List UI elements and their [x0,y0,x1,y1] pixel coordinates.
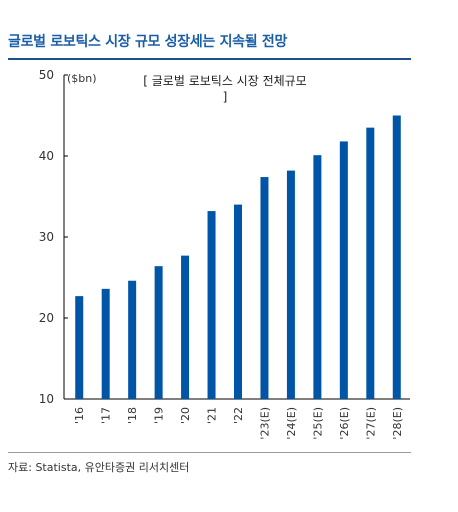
x-tick-label: '28(E) [391,407,404,440]
x-tick-label: '16 [73,407,86,424]
x-tick-label: '26(E) [338,407,351,440]
y-tick-label: 40 [39,149,54,163]
bar [181,255,190,399]
bar [313,155,322,399]
page-title: 글로벌 로보틱스 시장 규모 성장세는 지속될 전망 [8,34,288,50]
y-tick-label: 30 [39,230,54,244]
bar [286,170,295,399]
bar [128,280,137,399]
x-tick-label: '18 [126,407,139,424]
y-tick-label: 50 [39,68,54,82]
x-tick-label: '22 [232,407,245,424]
bar [339,141,348,400]
x-tick-label: '19 [153,407,166,424]
source-divider [8,452,411,453]
title-divider [8,58,411,60]
bar [75,296,84,399]
x-tick-label: '20 [179,407,192,424]
bar [366,127,375,400]
bar [154,266,163,399]
source-note: 자료: Statista, 유안타증권 리서치센터 [8,461,190,474]
y-tick-label: 10 [39,392,54,406]
x-tick-label: '23(E) [258,407,271,440]
bar [392,115,401,399]
x-tick-label: '24(E) [285,407,298,440]
x-tick-label: '25(E) [311,407,324,440]
x-tick-label: '21 [206,407,219,424]
x-tick-label: '17 [100,407,113,424]
chart-title: [ 글로벌 로보틱스 시장 전체규모 ] [143,74,307,104]
y-tick-label: 20 [39,311,54,325]
bar [234,204,242,399]
y-axis-unit: ($bn) [67,72,97,85]
bar [101,288,110,399]
x-tick-label: '27(E) [364,407,377,440]
bar-chart: 10 20 30 40 50 '16 '17 '18 '19 '20 '21 '22 '23(E) '24… [39,68,410,440]
bar [260,177,269,399]
bar [207,211,216,399]
